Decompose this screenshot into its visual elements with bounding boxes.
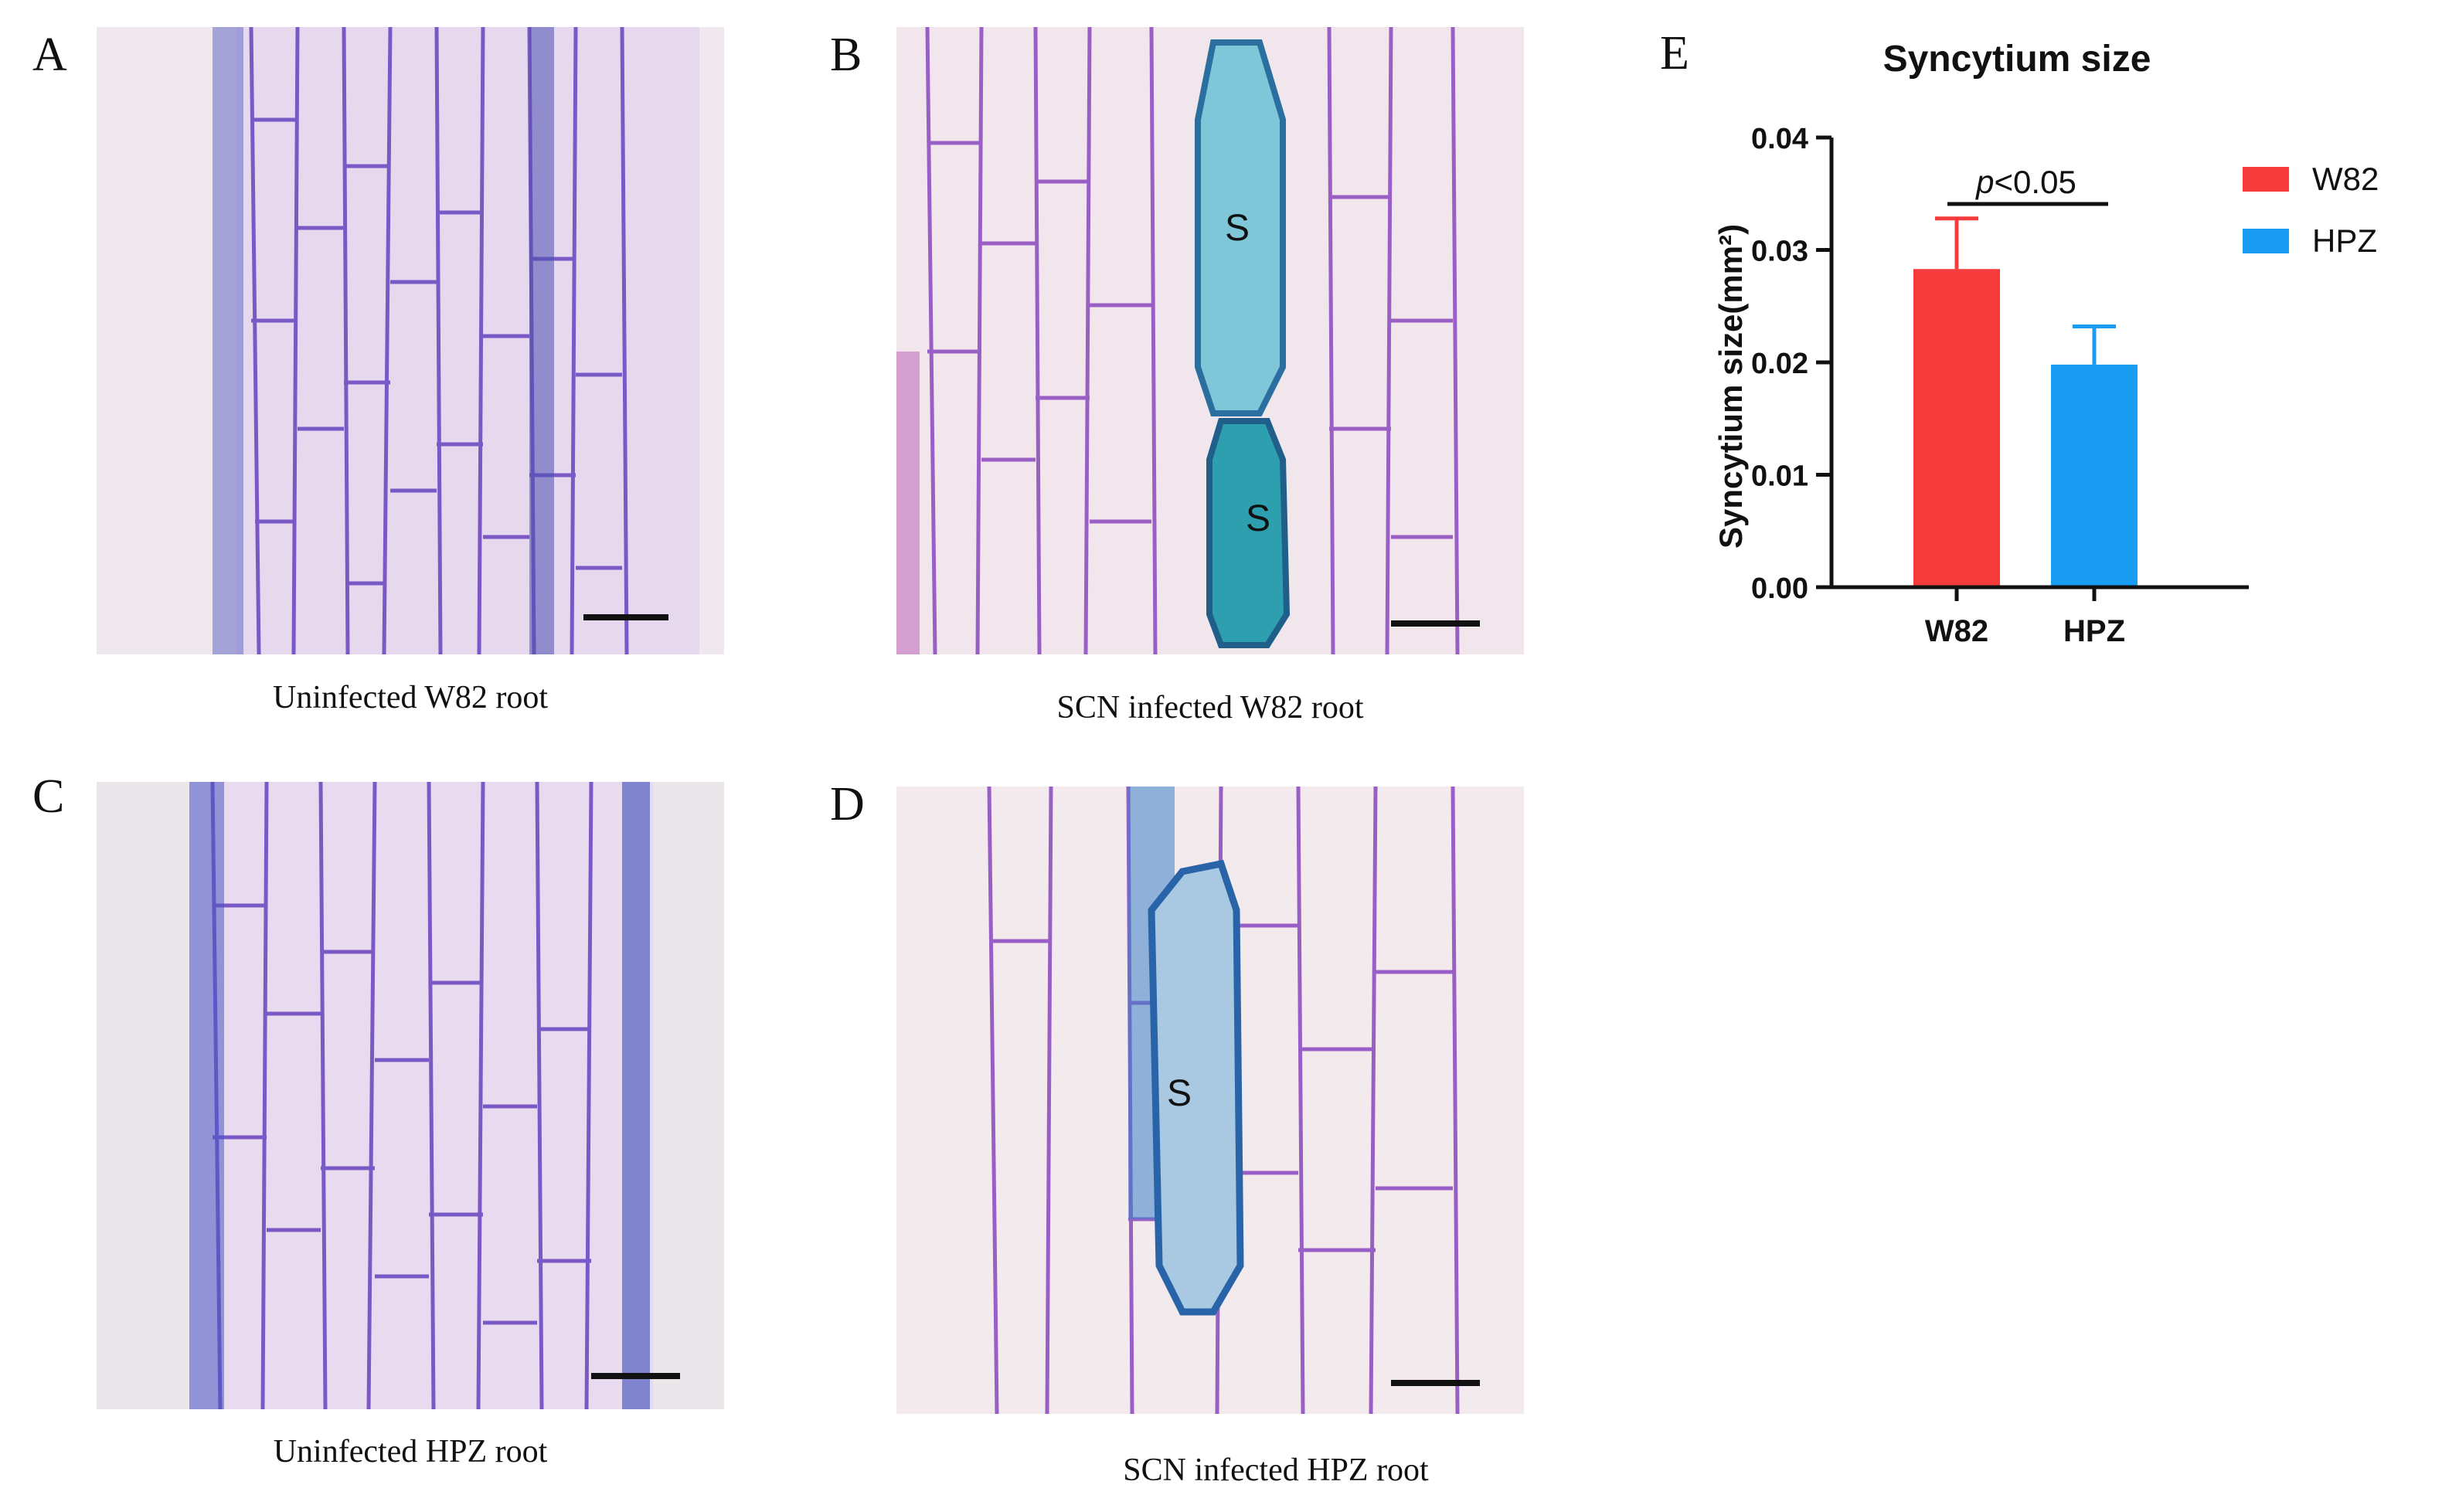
panel-letter-b: B [830,29,862,81]
legend-swatch-hpz [2243,229,2289,253]
panel-letter-a: A [32,29,67,81]
x-tick-label: HPZ [2063,614,2125,648]
panel-letter-d: D [830,778,865,831]
panel-letter-c: C [32,770,65,823]
chart-title: Syncytium size [1883,39,2151,80]
y-tick-label: 0.03 [1751,236,1808,268]
caption-b: SCN infected W82 root [1056,690,1364,725]
syncytium-label-b1: S [1225,208,1250,249]
bar-hpz [2051,364,2138,587]
panel-letter-e: E [1660,27,1689,80]
syncytium-label-d1: S [1167,1073,1192,1114]
micrograph-scn-infected-w82 [896,27,1524,654]
y-axis-label: Syncytium size(mm²) [1712,224,1749,549]
y-tick-label: 0.04 [1751,123,1808,155]
legend-label-hpz: HPZ [2312,223,2377,259]
syncytium-size-chart: Syncytium size Syncytium size(mm²) 0.00 0… [1661,23,2434,672]
micrograph-uninfected-w82 [97,27,724,654]
micrograph-scn-infected-hpz [896,787,1524,1414]
caption-a: Uninfected W82 root [272,680,549,715]
syncytium-label-b2: S [1246,498,1271,539]
x-tick-label: W82 [1925,614,1988,648]
bar-w82 [1913,269,2000,587]
y-tick-label: 0.02 [1751,348,1808,380]
y-tick-label: 0.01 [1751,460,1808,493]
y-tick-label: 0.00 [1751,573,1808,605]
micrograph-uninfected-hpz [97,782,724,1409]
significance-label: p<0.05 [1974,164,2076,200]
caption-c: Uninfected HPZ root [273,1434,548,1470]
legend-swatch-w82 [2243,167,2289,192]
legend-label-w82: W82 [2312,161,2379,197]
caption-d: SCN infected HPZ root [1123,1453,1429,1488]
